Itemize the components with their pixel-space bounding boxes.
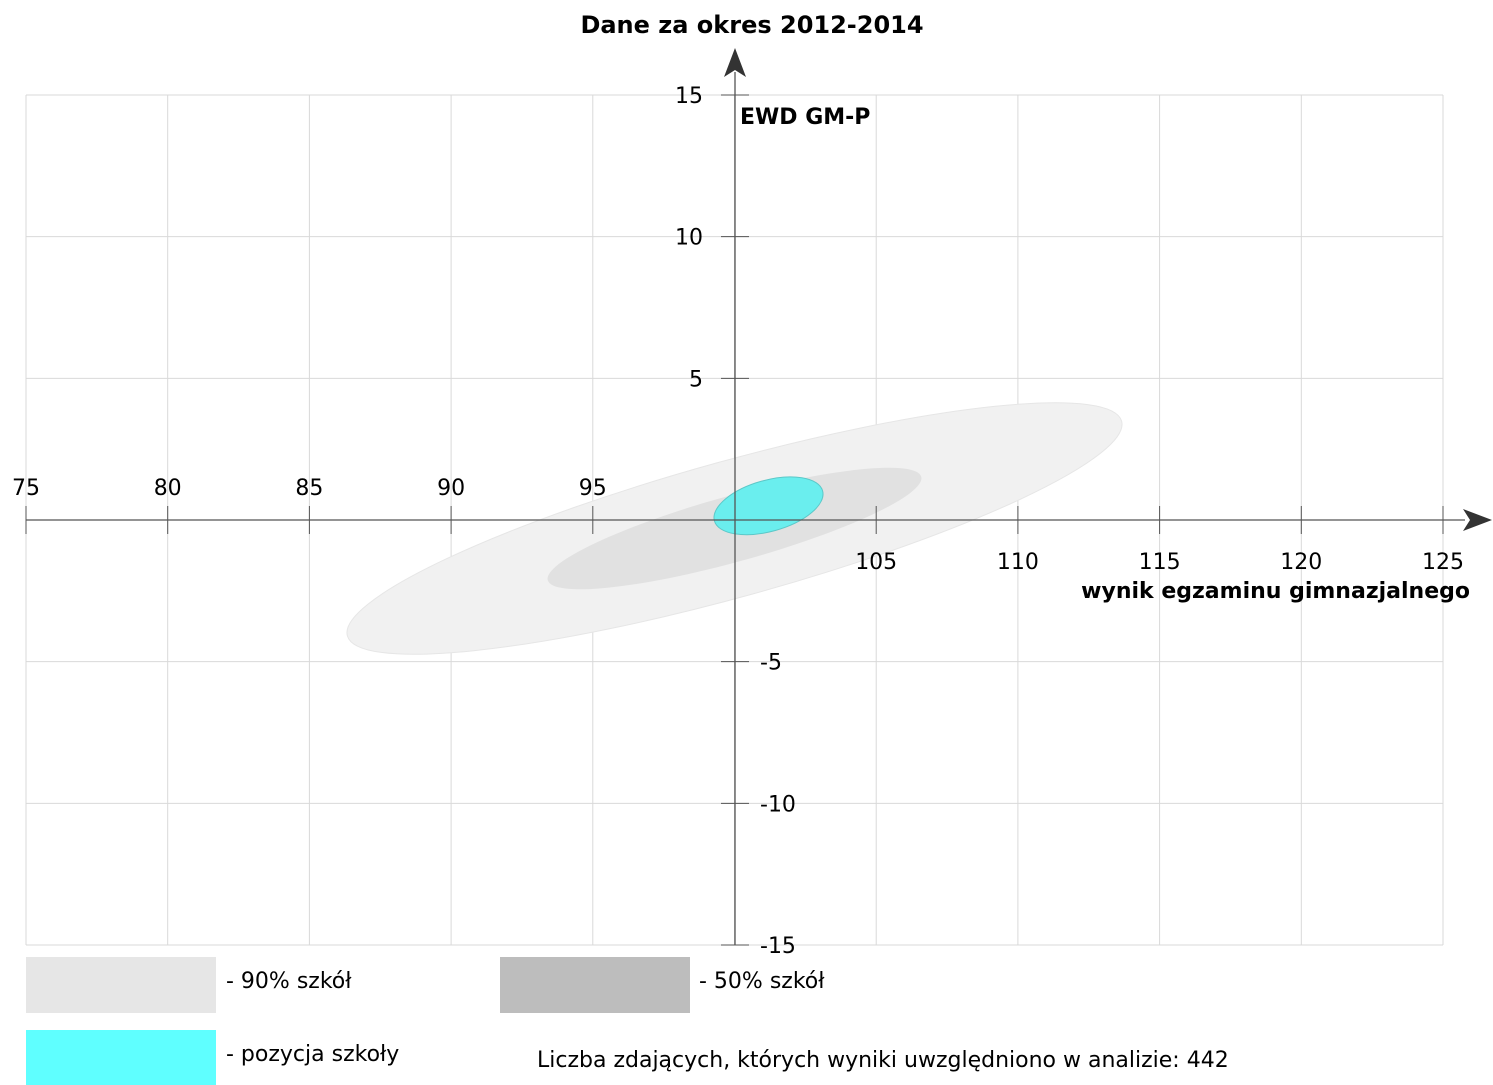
x-tick-label: 110 <box>997 550 1039 575</box>
x-tick-label: 125 <box>1422 550 1464 575</box>
x-tick-label: 90 <box>437 476 465 501</box>
legend-swatch-50 <box>500 957 690 1013</box>
x-tick-label: 75 <box>12 476 40 501</box>
axes <box>26 48 1492 945</box>
legend-swatch-school <box>26 1030 216 1085</box>
legend-label-50: - 50% szkół <box>699 969 825 994</box>
legend-label-90: - 90% szkół <box>226 969 352 994</box>
x-tick-label: 95 <box>579 476 607 501</box>
chart-title: Dane za okres 2012-2014 <box>580 11 923 39</box>
x-tick-label: 120 <box>1280 550 1322 575</box>
y-tick-label: 5 <box>689 367 703 392</box>
y-tick-labels: 15 10 5 -5 -10 -15 <box>675 84 796 959</box>
x-tick-labels: 75 80 85 90 95 105 110 115 120 125 <box>12 476 1464 575</box>
y-tick-label: -15 <box>760 934 796 959</box>
legend-swatch-90 <box>26 957 216 1013</box>
x-axis-label: wynik egzaminu gimnazjalnego <box>1081 579 1470 604</box>
x-tick-label: 105 <box>855 550 897 575</box>
y-tick-label: -10 <box>760 792 796 817</box>
y-axis-label: EWD GM-P <box>740 105 870 130</box>
y-axis-arrow-icon <box>724 48 746 77</box>
y-tick-label: 10 <box>675 226 703 251</box>
y-tick-label: 15 <box>675 84 703 109</box>
x-tick-label: 80 <box>154 476 182 501</box>
x-tick-label: 115 <box>1139 550 1181 575</box>
analysis-count-note: Liczba zdających, których wyniki uwzględ… <box>537 1048 1229 1073</box>
y-tick-label: -5 <box>760 651 782 676</box>
x-tick-label: 85 <box>295 476 323 501</box>
x-axis-arrow-icon <box>1463 509 1492 531</box>
legend-label-school: - pozycja szkoły <box>226 1042 400 1067</box>
